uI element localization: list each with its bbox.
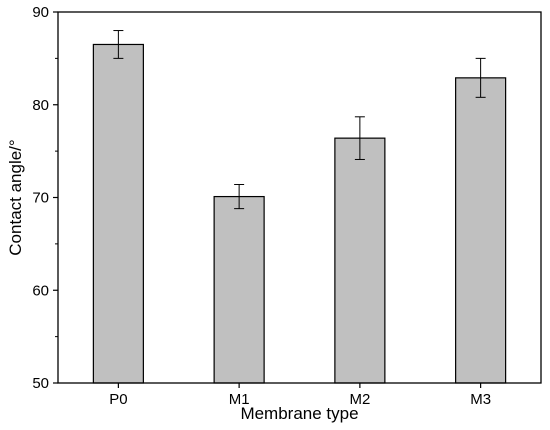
error-bar-m2: [354, 116, 365, 160]
ticks-layer: P0 M1 M2 M3 50 60 70 80 90: [32, 4, 491, 408]
bar-m2: [334, 137, 386, 384]
x-tick-label: P0: [109, 391, 127, 408]
error-bar-m3: [475, 57, 486, 98]
x-axis-title: Membrane type: [240, 404, 358, 423]
error-bar-p0: [113, 30, 124, 59]
x-tick-label: M1: [229, 391, 250, 408]
x-tick-label: M2: [349, 391, 370, 408]
y-tick-label: 80: [32, 97, 49, 114]
bar-m3: [455, 77, 507, 384]
y-tick-label: 50: [32, 375, 49, 392]
y-axis-title: Contact angle/°: [6, 139, 25, 255]
bar-m1: [213, 195, 265, 384]
y-tick-label: 70: [32, 190, 49, 207]
bar-p0: [92, 43, 144, 384]
y-tick-label: 60: [32, 282, 49, 299]
error-bars-layer: [113, 30, 486, 210]
bars-layer: [92, 43, 507, 384]
y-tick-label: 90: [32, 4, 49, 21]
error-bar-m1: [234, 184, 245, 210]
x-tick-label: M3: [470, 391, 491, 408]
